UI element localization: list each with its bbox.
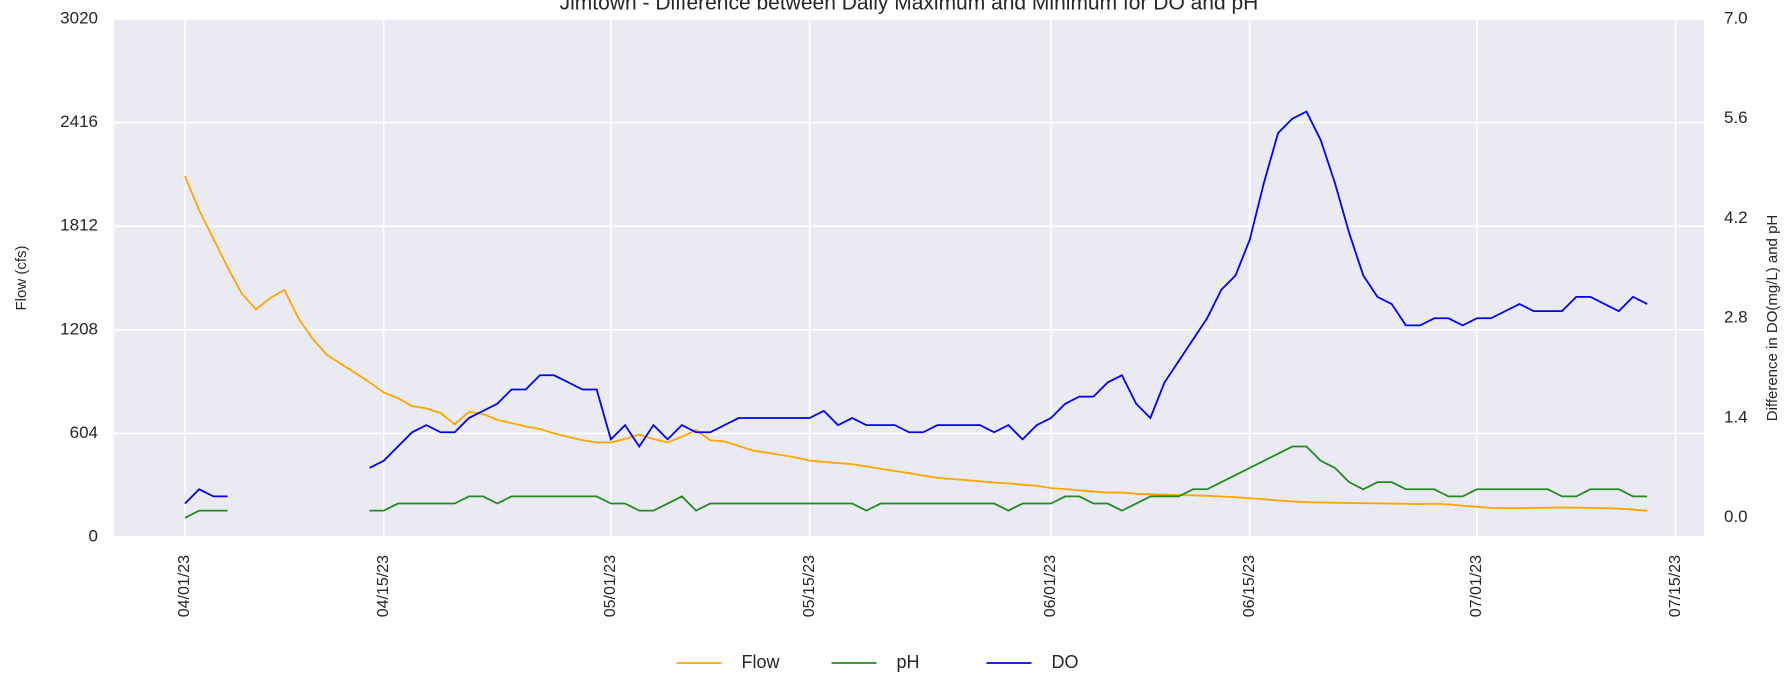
x-tick-label: 04/01/23 [176, 555, 193, 617]
chart-title: Jimtown - Difference between Daily Maxim… [560, 0, 1259, 15]
series-line [369, 110, 1648, 469]
x-tick-label: 04/15/23 [375, 555, 392, 617]
y-tick-label: 2416 [60, 112, 98, 131]
x-tick-label: 07/15/23 [1667, 555, 1684, 617]
x-tick-label: 06/01/23 [1042, 555, 1059, 617]
x-tick-label: 05/01/23 [602, 555, 619, 617]
y-axis-label: Flow (cfs) [13, 246, 30, 311]
x-tick-label: 07/01/23 [1468, 555, 1485, 617]
y2-tick-label: 4.2 [1724, 208, 1748, 227]
y2-tick-label: 1.4 [1724, 407, 1748, 426]
plot-area [114, 19, 1704, 537]
series-line [184, 488, 228, 505]
y-tick-label: 3020 [60, 8, 98, 27]
y2-tick-label: 7.0 [1724, 8, 1748, 27]
series-line [369, 445, 1648, 512]
y2-axis-label: Difference in DO(mg/L) and pH [1764, 215, 1781, 421]
y2-tick-label: 0.0 [1724, 507, 1748, 526]
y-tick-label: 1208 [60, 319, 98, 338]
y-tick-label: 1812 [60, 216, 98, 235]
legend-label: Flow [742, 652, 781, 672]
x-tick-label: 06/15/23 [1241, 555, 1258, 617]
x-tick-label: 05/15/23 [801, 555, 818, 617]
y2-tick-label: 2.8 [1724, 308, 1748, 327]
y-tick-label: 0 [89, 526, 98, 545]
legend-label: pH [897, 652, 920, 672]
y2-tick-label: 5.6 [1724, 108, 1748, 127]
series-line [184, 509, 228, 519]
series-line [184, 175, 1648, 512]
y-tick-label: 604 [70, 423, 98, 442]
legend-label: DO [1052, 652, 1079, 672]
